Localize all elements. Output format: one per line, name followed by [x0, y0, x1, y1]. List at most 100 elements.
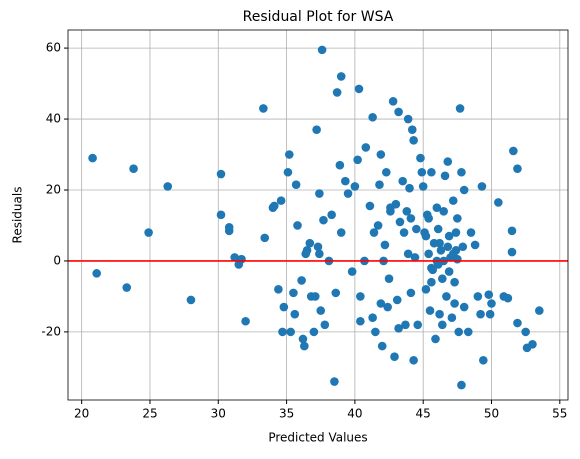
- point: [356, 292, 365, 301]
- point: [317, 45, 327, 55]
- point: [241, 316, 250, 326]
- point: [398, 176, 407, 186]
- point: [513, 318, 522, 328]
- point: [455, 104, 465, 113]
- point: [503, 293, 513, 303]
- point: [129, 164, 138, 174]
- point: [535, 306, 544, 315]
- point: [386, 206, 395, 216]
- point: [453, 254, 462, 264]
- point: [433, 224, 443, 234]
- point: [409, 355, 418, 365]
- point: [312, 125, 321, 134]
- point: [356, 316, 365, 326]
- point: [439, 206, 448, 216]
- point: [320, 320, 330, 330]
- point: [494, 198, 503, 207]
- point: [394, 324, 403, 333]
- point: [371, 327, 380, 337]
- point: [451, 228, 461, 237]
- point: [315, 249, 324, 259]
- point: [144, 228, 153, 237]
- point: [186, 295, 196, 305]
- y-tick-label: 0: [53, 253, 61, 267]
- point: [365, 201, 375, 211]
- point: [316, 306, 326, 315]
- point: [459, 185, 469, 195]
- point: [377, 341, 387, 351]
- point: [416, 153, 425, 163]
- point: [291, 180, 301, 189]
- y-tick-label: 20: [46, 182, 61, 196]
- point: [402, 206, 412, 216]
- point: [279, 302, 289, 312]
- point: [293, 221, 302, 230]
- point: [319, 215, 328, 225]
- point: [509, 146, 518, 156]
- point: [392, 295, 402, 305]
- point: [335, 160, 345, 170]
- point: [406, 288, 416, 298]
- point: [405, 183, 414, 193]
- point: [466, 228, 476, 237]
- point: [305, 238, 315, 248]
- point: [388, 97, 398, 106]
- point: [427, 277, 436, 287]
- point: [448, 196, 458, 205]
- x-tick-label: 20: [74, 407, 89, 421]
- point: [447, 313, 457, 322]
- point: [487, 299, 496, 308]
- point: [259, 104, 268, 113]
- y-tick-label: 60: [46, 41, 61, 55]
- point: [260, 233, 270, 243]
- point: [436, 245, 446, 255]
- point: [300, 341, 309, 351]
- point: [435, 309, 444, 319]
- point: [310, 292, 320, 301]
- point: [315, 189, 324, 198]
- point: [432, 203, 442, 213]
- point: [438, 320, 447, 330]
- point: [384, 274, 394, 283]
- point: [92, 269, 101, 278]
- point: [399, 228, 409, 237]
- point: [459, 302, 469, 312]
- point: [473, 292, 483, 301]
- point: [507, 247, 517, 257]
- point: [409, 136, 418, 145]
- point: [479, 355, 488, 365]
- y-tick-label: -20: [41, 324, 61, 338]
- point: [289, 288, 298, 298]
- point: [163, 182, 173, 191]
- y-axis-label: Residuals: [11, 187, 25, 244]
- point: [376, 299, 386, 308]
- point: [417, 167, 427, 177]
- point: [274, 285, 283, 294]
- x-tick-label: 35: [279, 407, 294, 421]
- point: [450, 299, 459, 308]
- point: [368, 313, 377, 322]
- point: [216, 210, 226, 220]
- point: [485, 309, 495, 319]
- point: [444, 231, 454, 241]
- point: [336, 228, 346, 237]
- point: [521, 327, 530, 337]
- point: [395, 217, 405, 227]
- point: [403, 249, 413, 259]
- point: [528, 340, 537, 349]
- point: [216, 169, 226, 179]
- point: [373, 221, 383, 230]
- point: [484, 290, 494, 299]
- y-tick-label: 40: [46, 112, 61, 126]
- x-tick-label: 25: [142, 407, 157, 421]
- point: [457, 380, 466, 390]
- point: [428, 265, 438, 275]
- x-tick-label: 55: [552, 407, 567, 421]
- point: [224, 226, 234, 236]
- point: [513, 164, 522, 174]
- x-tick-label: 30: [211, 407, 226, 421]
- point: [413, 320, 423, 330]
- point: [403, 114, 413, 124]
- point: [286, 327, 295, 337]
- point: [394, 107, 403, 117]
